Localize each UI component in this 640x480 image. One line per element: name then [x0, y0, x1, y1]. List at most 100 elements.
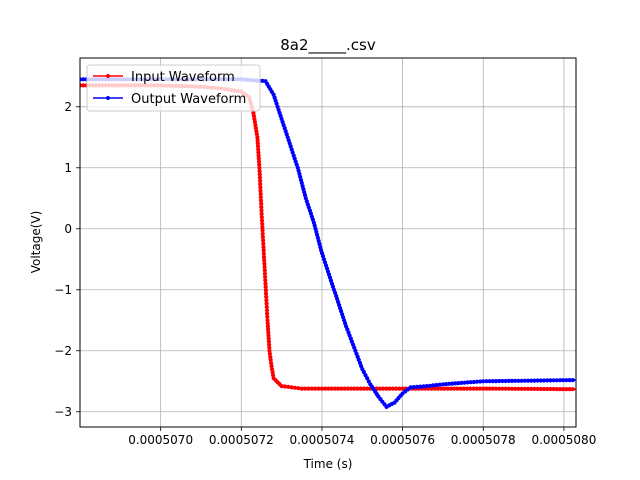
series-point-input	[261, 255, 267, 260]
series-point-input	[538, 386, 543, 392]
series-point-output	[474, 379, 480, 384]
series-point-output	[570, 378, 575, 383]
series-point-output	[456, 381, 461, 386]
series-point-input	[561, 387, 566, 392]
series-point-output	[490, 379, 495, 384]
series-point-input	[342, 386, 347, 391]
series-point-output	[551, 378, 556, 383]
series-point-input	[445, 386, 450, 391]
y-tick-label: 1	[64, 161, 72, 175]
series-point-input	[468, 386, 473, 391]
series-point-output	[484, 379, 489, 384]
series-point-output	[411, 385, 416, 390]
series-point-input	[264, 301, 269, 306]
series-point-output	[538, 378, 543, 383]
series-point-output	[557, 378, 563, 383]
series-point-input	[267, 345, 272, 350]
series-point-input	[266, 330, 271, 335]
x-tick-label: 0.0005078	[451, 433, 516, 447]
series-point-input	[384, 386, 389, 391]
series-point-input	[265, 321, 270, 326]
series-point-output	[500, 378, 505, 384]
series-point-input	[261, 248, 266, 253]
series-point-output	[453, 381, 458, 386]
series-point-input	[490, 386, 495, 391]
series-point-input	[458, 386, 463, 391]
series-point-input	[81, 83, 86, 88]
series-point-input	[532, 386, 537, 391]
series-point-input	[548, 386, 553, 392]
series-point-output	[525, 378, 531, 383]
series-point-output	[468, 380, 473, 385]
series-point-input	[260, 231, 265, 236]
series-point-output	[465, 380, 470, 385]
series-point-input	[257, 165, 262, 170]
series-point-input	[306, 386, 311, 391]
series-point-input	[258, 185, 263, 190]
x-tick-label: 0.0005070	[128, 433, 193, 447]
legend-label-output: Output Waveform	[131, 92, 246, 107]
series-point-input	[258, 178, 263, 183]
series-point-input	[358, 386, 363, 391]
series-point-input	[474, 386, 479, 391]
series-point-input	[361, 386, 366, 391]
series-point-output	[418, 384, 423, 389]
series-point-input	[289, 385, 294, 390]
series-point-input	[255, 135, 260, 140]
series-point-input	[503, 386, 508, 391]
series-point-input	[259, 215, 264, 220]
series-point-input	[259, 211, 264, 216]
series-point-output	[462, 380, 467, 385]
series-point-input	[266, 339, 271, 344]
series-point-input	[266, 336, 271, 341]
series-point-input	[400, 386, 405, 391]
legend-marker-output	[106, 96, 110, 100]
series-point-input	[397, 386, 402, 391]
series-point-input	[258, 198, 264, 203]
x-tick-label: 0.0005074	[289, 433, 354, 447]
series-point-input	[269, 363, 274, 369]
series-point-output	[471, 379, 476, 385]
series-point-output	[450, 381, 455, 386]
series-point-output	[365, 376, 370, 381]
series-point-input	[299, 386, 304, 391]
series-point-input	[529, 386, 534, 391]
x-tick-label: 0.0005072	[209, 433, 274, 447]
series-point-output	[408, 385, 413, 390]
series-point-input	[260, 225, 265, 230]
series-point-input	[256, 150, 261, 155]
legend: Input Waveform Output Waveform	[86, 64, 261, 112]
series-point-output	[567, 378, 572, 383]
series-point-input	[270, 370, 275, 375]
series-point-input	[329, 386, 334, 391]
series-point-input	[258, 195, 263, 200]
series-point-output	[497, 378, 502, 384]
series-point-input	[262, 268, 267, 273]
series-point-output	[487, 379, 492, 384]
series-point-input	[252, 119, 257, 125]
series-point-input	[319, 386, 325, 391]
series-point-input	[394, 386, 399, 391]
series-point-input	[535, 386, 540, 391]
series-point-output	[561, 378, 566, 383]
series-point-input	[264, 294, 269, 300]
series-point-input	[567, 387, 572, 392]
series-point-output	[522, 378, 527, 383]
series-point-input	[448, 386, 454, 391]
series-point-input	[471, 386, 476, 391]
series-point-input	[481, 386, 486, 391]
series-point-input	[513, 386, 518, 391]
series-point-input	[352, 386, 357, 391]
series-point-input	[261, 238, 266, 243]
series-point-input	[497, 386, 502, 391]
legend-label-input: Input Waveform	[131, 70, 235, 85]
series-point-input	[279, 384, 284, 389]
series-point-input	[251, 113, 256, 118]
series-point-input	[253, 126, 258, 131]
series-point-output	[478, 379, 483, 384]
series-point-input	[257, 172, 262, 177]
series-point-input	[465, 386, 470, 391]
series-point-output	[443, 382, 449, 387]
series-point-input	[263, 288, 268, 293]
